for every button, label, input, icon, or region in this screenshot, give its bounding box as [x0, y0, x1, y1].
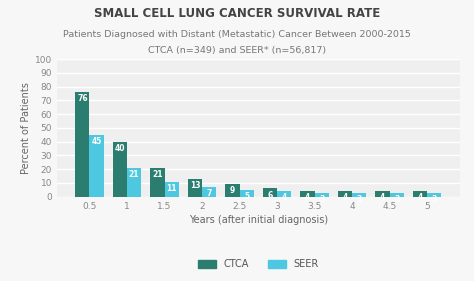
Bar: [263, 189, 277, 197]
Text: 3: 3: [432, 195, 437, 204]
Text: 7: 7: [207, 189, 212, 198]
Bar: [390, 192, 404, 197]
Text: 4: 4: [418, 193, 423, 202]
Bar: [164, 182, 179, 197]
Text: 6: 6: [267, 191, 273, 200]
Bar: [338, 191, 352, 197]
Text: 21: 21: [152, 170, 163, 179]
Text: 3: 3: [394, 195, 400, 204]
Bar: [150, 168, 164, 197]
Text: 4: 4: [342, 193, 347, 202]
Bar: [225, 184, 239, 197]
Bar: [413, 191, 427, 197]
Text: SMALL CELL LUNG CANCER SURVIVAL RATE: SMALL CELL LUNG CANCER SURVIVAL RATE: [94, 7, 380, 20]
Text: CTCA (n=349) and SEER* (n=56,817): CTCA (n=349) and SEER* (n=56,817): [148, 46, 326, 55]
Text: 45: 45: [91, 137, 102, 146]
Text: 3: 3: [319, 195, 324, 204]
Bar: [202, 187, 216, 197]
Text: 76: 76: [77, 94, 88, 103]
Bar: [315, 192, 329, 197]
Text: 13: 13: [190, 181, 200, 190]
Text: 40: 40: [115, 144, 125, 153]
Bar: [277, 191, 292, 197]
Text: 3: 3: [356, 195, 362, 204]
Bar: [301, 191, 315, 197]
Bar: [113, 142, 127, 197]
Bar: [127, 168, 141, 197]
Text: Patients Diagnosed with Distant (Metastatic) Cancer Between 2000-2015: Patients Diagnosed with Distant (Metasta…: [63, 30, 411, 38]
Bar: [75, 92, 90, 197]
Text: 4: 4: [282, 193, 287, 202]
Bar: [427, 192, 441, 197]
Bar: [239, 190, 254, 197]
Text: 9: 9: [230, 186, 235, 195]
Text: 21: 21: [129, 170, 139, 179]
Text: 11: 11: [166, 183, 177, 192]
Bar: [188, 179, 202, 197]
Text: 5: 5: [244, 192, 249, 201]
Bar: [352, 192, 366, 197]
Text: 4: 4: [380, 193, 385, 202]
Legend: CTCA, SEER: CTCA, SEER: [198, 259, 319, 269]
Bar: [375, 191, 390, 197]
X-axis label: Years (after initial diagnosis): Years (after initial diagnosis): [189, 215, 328, 225]
Bar: [90, 135, 104, 197]
Text: 4: 4: [305, 193, 310, 202]
Y-axis label: Percent of Patients: Percent of Patients: [20, 82, 31, 174]
